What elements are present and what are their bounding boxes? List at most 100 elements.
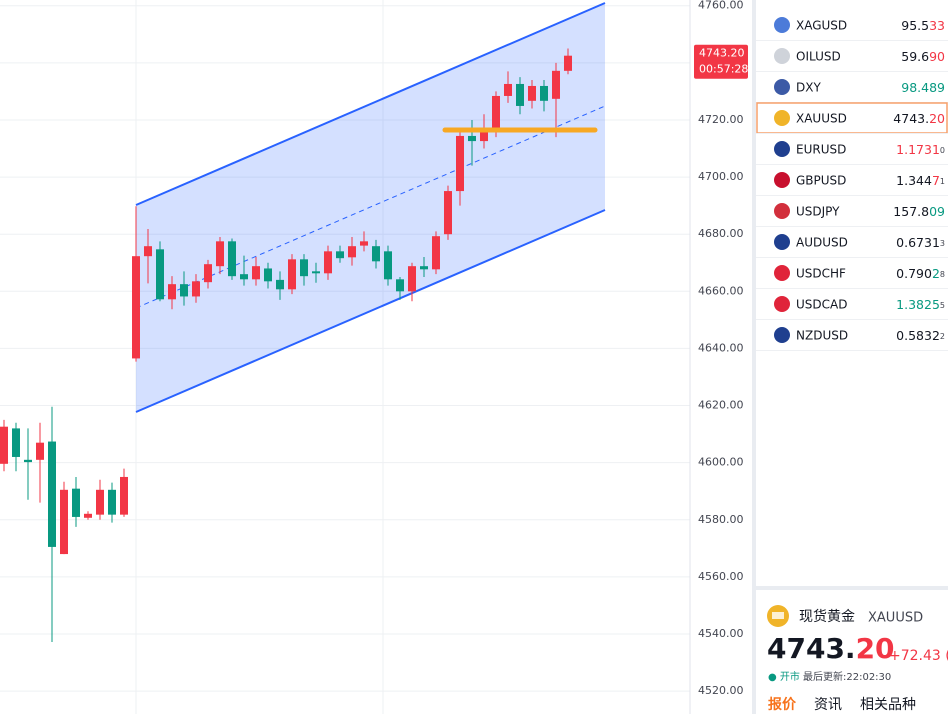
candle-body	[564, 55, 572, 71]
symbol[interactable]: USDCHF	[796, 267, 846, 281]
price-head: 0.6731	[896, 235, 940, 250]
channel-mid	[135, 105, 606, 309]
candle-body	[168, 284, 176, 300]
symbol[interactable]: AUDUSD	[796, 236, 848, 250]
candle-body	[468, 135, 476, 142]
candle-body	[252, 266, 260, 280]
candle-body	[264, 268, 272, 282]
symbol[interactable]: USDCAD	[796, 298, 847, 312]
price-small: 0	[940, 146, 945, 155]
price: 59.690	[901, 49, 945, 64]
candle-body	[456, 135, 464, 192]
symbol[interactable]: GBPUSD	[796, 174, 846, 188]
candle-body	[228, 241, 236, 277]
symbol[interactable]: NZDUSD	[796, 329, 848, 343]
y-tick-label: 4600.00	[698, 456, 744, 469]
candle-body	[300, 259, 308, 277]
candle-body	[396, 279, 404, 292]
candle-body	[156, 249, 164, 300]
candle-body	[240, 274, 248, 280]
symbol-icon	[774, 327, 790, 343]
change-pct: (+	[945, 648, 948, 664]
symbol[interactable]: XAGUSD	[796, 19, 847, 33]
symbol-icon	[774, 17, 790, 33]
price: 1.38255	[896, 297, 945, 312]
candle-body	[444, 191, 452, 235]
symbol-icon	[774, 172, 790, 188]
candle-body	[384, 251, 392, 280]
candle-body	[132, 256, 140, 359]
symbol-icon	[774, 296, 790, 312]
y-tick-label: 4520.00	[698, 684, 744, 697]
price: 1.17310	[896, 142, 945, 157]
symbol-icon	[774, 203, 790, 219]
divider	[756, 586, 948, 590]
candle-body	[504, 83, 512, 96]
price: 95.533	[901, 18, 945, 33]
price: 1.34471	[896, 173, 945, 188]
candle-body	[84, 513, 92, 518]
candle-body	[144, 246, 152, 257]
price-hi: 2	[932, 266, 940, 281]
candle-body	[276, 279, 284, 290]
y-tick-label: 4640.00	[698, 341, 744, 354]
change: +72.43 (+	[889, 648, 948, 664]
price: 0.79028	[896, 266, 945, 281]
price-head: 4743.	[893, 111, 929, 126]
price-head: 157.8	[893, 204, 929, 219]
countdown: 00:57:28	[699, 63, 748, 76]
candles	[0, 48, 572, 643]
candle-body	[324, 251, 332, 274]
candle-body	[36, 442, 44, 460]
candle-body	[204, 264, 212, 283]
channel-bottom	[135, 209, 606, 413]
candle-body	[12, 428, 20, 457]
y-tick-label: 4680.00	[698, 227, 744, 240]
candle-body	[312, 271, 320, 274]
symbol[interactable]: USDJPY	[796, 205, 840, 219]
candle-body	[552, 70, 560, 99]
y-tick-label: 4580.00	[698, 513, 744, 526]
price-head: 0.790	[896, 266, 932, 281]
candle-body	[192, 281, 200, 297]
candle-body	[516, 83, 524, 106]
candle-body	[408, 266, 416, 292]
price-head: 0.5832	[896, 328, 940, 343]
y-tick-label: 4660.00	[698, 284, 744, 297]
symbol[interactable]: XAUUSD	[796, 112, 847, 126]
tabs: 报价 资讯 相关品种	[768, 697, 916, 713]
watchlist: XAGUSD 95.533 OILUSD 59.690 DXY 98.489 XAUUSD 4…	[756, 17, 948, 351]
divider	[752, 0, 756, 714]
tab[interactable]: 资讯	[814, 697, 842, 713]
price-tail: 20	[856, 632, 895, 665]
price: 0.67313	[896, 235, 945, 250]
price: 157.809	[893, 204, 945, 219]
symbol[interactable]: OILUSD	[796, 50, 841, 64]
tab[interactable]: 报价	[768, 697, 797, 713]
symbol-icon	[774, 79, 790, 95]
symbol-icon	[774, 141, 790, 157]
y-tick-label: 4760.00	[698, 0, 744, 12]
tab[interactable]: 相关品种	[860, 697, 916, 713]
channel-top	[135, 2, 606, 206]
price-small: 2	[940, 332, 945, 341]
price-hi: 98.489	[901, 80, 945, 95]
candle-body	[540, 85, 548, 101]
price-head: 4743.	[767, 632, 856, 665]
price: 4743.20	[893, 111, 945, 126]
price-axis: 4760.004740.004720.004700.004680.004660.…	[694, 0, 748, 697]
candle-body	[348, 246, 356, 258]
price-small: 5	[940, 301, 945, 310]
price-hi: 90	[929, 49, 945, 64]
symbol[interactable]: EURUSD	[796, 143, 846, 157]
status: ● 开市	[768, 670, 800, 683]
price-small: 1	[940, 177, 945, 186]
price-head: 95.5	[901, 18, 929, 33]
symbol[interactable]: DXY	[796, 81, 821, 95]
last-price-label: 4743.20	[699, 47, 745, 60]
y-tick-label: 4620.00	[698, 399, 744, 412]
candle-body	[108, 489, 116, 515]
